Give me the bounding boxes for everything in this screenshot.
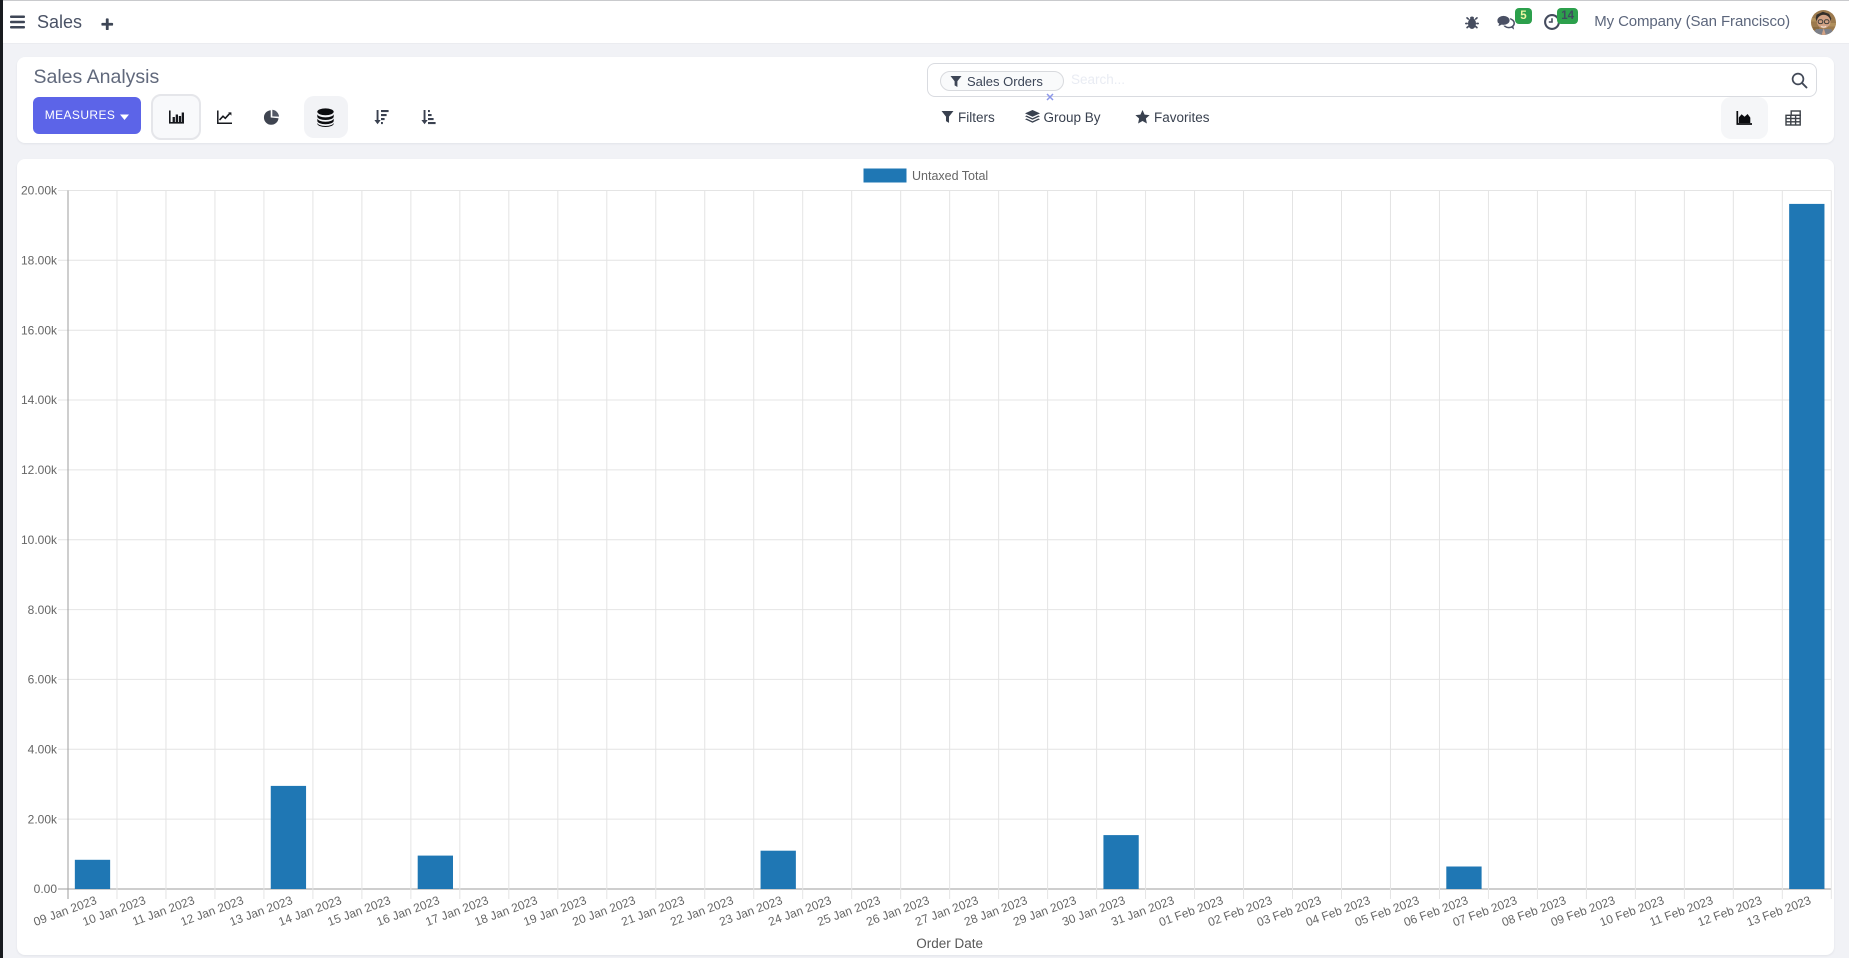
svg-text:6.00k: 6.00k bbox=[27, 672, 57, 686]
svg-text:Order Date: Order Date bbox=[916, 936, 983, 951]
svg-text:4.00k: 4.00k bbox=[27, 742, 57, 756]
svg-text:18.00k: 18.00k bbox=[20, 253, 57, 267]
svg-text:Untaxed Total: Untaxed Total bbox=[912, 169, 988, 183]
svg-text:14.00k: 14.00k bbox=[20, 393, 57, 407]
svg-text:2.00k: 2.00k bbox=[27, 812, 57, 826]
svg-text:8.00k: 8.00k bbox=[27, 602, 57, 616]
svg-text:10.00k: 10.00k bbox=[20, 532, 57, 546]
svg-text:0.00: 0.00 bbox=[33, 882, 57, 896]
svg-text:16.00k: 16.00k bbox=[20, 323, 57, 337]
svg-text:12.00k: 12.00k bbox=[20, 463, 57, 477]
svg-text:20.00k: 20.00k bbox=[20, 183, 57, 197]
